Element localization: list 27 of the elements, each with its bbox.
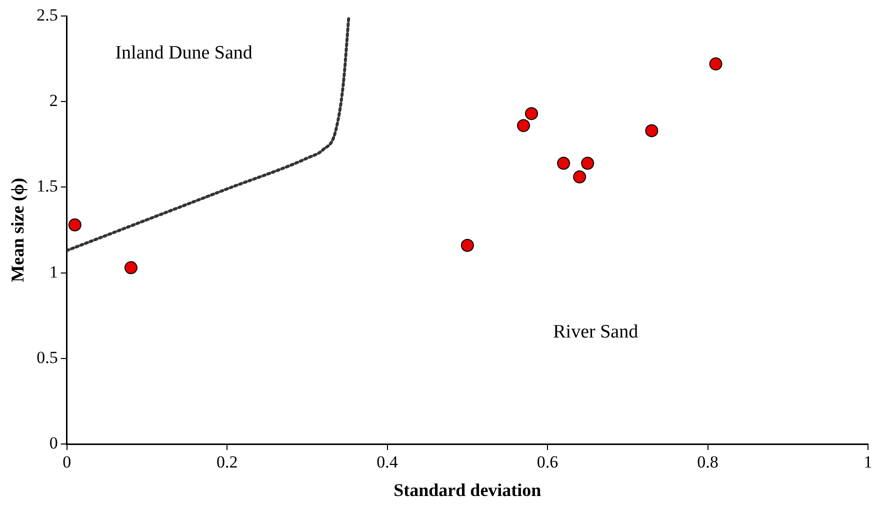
x-tick-label: 0.2 — [216, 452, 238, 472]
point — [581, 156, 594, 170]
point — [525, 107, 538, 120]
point — [124, 261, 138, 274]
x-tick-label: 0 — [62, 452, 72, 472]
x-tick-label: 0.4 — [376, 452, 398, 472]
y-tick-label: 1.5 — [36, 176, 58, 196]
point — [645, 124, 658, 138]
x-tick-label: 1 — [864, 452, 872, 472]
y-tick-label: 0.5 — [36, 348, 58, 367]
point — [709, 57, 722, 70]
point — [68, 218, 82, 232]
annotation: River Sand — [553, 322, 639, 343]
y-tick-label: 2.5 — [36, 5, 58, 24]
y-tick-label: 0 — [49, 433, 58, 452]
x-axis-title: Standard deviation — [394, 480, 542, 500]
line-series — [66, 16, 350, 252]
annotation: Inland Dune Sand — [115, 42, 253, 64]
point — [557, 156, 570, 170]
point — [460, 238, 474, 252]
y-tick-label: 1 — [49, 262, 58, 282]
point — [517, 119, 530, 132]
x-tick-label: 0.8 — [697, 452, 718, 472]
x-tick-label: 0.6 — [536, 452, 558, 472]
y-tick-label: 2 — [49, 91, 58, 110]
y-axis-title: Mean size (ϕ) — [7, 178, 28, 282]
point — [573, 170, 586, 184]
